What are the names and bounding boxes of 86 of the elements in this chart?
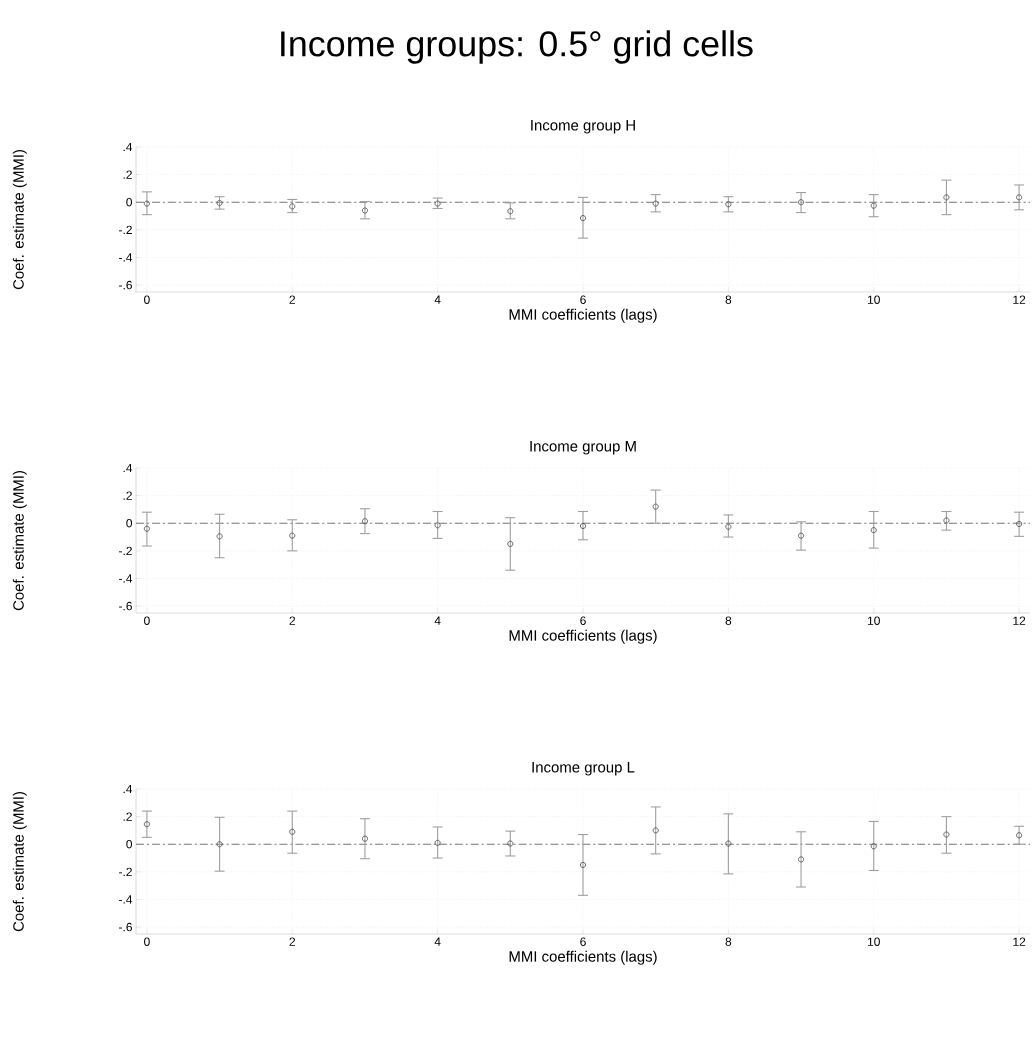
y-tick-label: -.6: [119, 601, 132, 611]
point: [579, 861, 587, 868]
point: [870, 527, 877, 534]
y-tick-label: -.2: [119, 225, 132, 235]
point: [143, 821, 150, 828]
chart-subtitle: Income group M: [530, 441, 636, 455]
x-tick-label: 10: [867, 937, 880, 946]
point: [652, 503, 659, 510]
y-tick-label: .2: [123, 170, 132, 179]
y-tick-label: 0: [126, 519, 133, 528]
point: [507, 540, 514, 547]
point: [361, 207, 368, 214]
point: [943, 194, 950, 201]
point: [652, 200, 659, 207]
point: [579, 215, 587, 222]
point: [289, 828, 296, 835]
y-tick-label: -.6: [119, 280, 132, 290]
point: [216, 841, 223, 848]
x-tick-label: 4: [434, 616, 441, 625]
y-tick-label: .4: [123, 784, 133, 794]
x-axis-title: MMI coefficients (lags): [509, 950, 657, 965]
x-tick-label: 2: [289, 295, 295, 304]
point: [216, 533, 223, 540]
x-tick-label: 0: [144, 937, 150, 946]
x-tick-label: 8: [725, 937, 732, 946]
y-axis-title: Coef. estimate (MMI): [12, 470, 27, 611]
point: [143, 200, 150, 207]
point: [361, 518, 368, 525]
y-tick-label: -.2: [119, 546, 132, 556]
x-tick-label: 4: [434, 937, 441, 946]
y-tick-label: .2: [123, 491, 132, 500]
point: [943, 517, 950, 524]
x-tick-label: 0: [144, 616, 150, 625]
point: [289, 203, 296, 210]
chart-title: Income groups: 0.5° grid cells: [281, 30, 753, 64]
point: [143, 525, 150, 532]
y-tick-label: .4: [123, 142, 133, 152]
x-tick-label: 12: [1013, 937, 1026, 946]
chart-subtitle: Income group L: [532, 762, 635, 776]
x-tick-label: 12: [1013, 295, 1026, 304]
point: [870, 202, 877, 209]
x-tick-label: 10: [867, 616, 880, 625]
point: [579, 522, 587, 530]
x-tick-label: 8: [725, 616, 732, 625]
point: [798, 856, 805, 863]
x-tick-label: 4: [434, 295, 441, 304]
x-tick-label: 6: [580, 616, 586, 625]
point: [1016, 520, 1023, 527]
x-tick-label: 12: [1013, 616, 1026, 625]
y-tick-label: -.2: [119, 867, 132, 877]
x-tick-label: 8: [725, 295, 732, 304]
point: [652, 827, 659, 834]
point: [1016, 194, 1023, 201]
x-axis-title: MMI coefficients (lags): [509, 629, 657, 644]
x-tick-label: 6: [580, 295, 586, 304]
y-tick-label: 0: [126, 840, 133, 849]
y-tick-label: -.4: [119, 574, 133, 583]
point: [725, 840, 732, 847]
point: [507, 208, 514, 215]
chart-subtitle: Income group H: [531, 120, 635, 134]
y-tick-label: -.6: [119, 922, 132, 932]
point: [798, 532, 805, 539]
y-tick-label: .4: [123, 463, 133, 473]
point: [870, 843, 877, 850]
point: [507, 840, 514, 847]
y-tick-label: .2: [123, 812, 132, 821]
point: [1016, 832, 1023, 839]
point: [434, 522, 441, 529]
x-tick-label: 0: [144, 295, 150, 304]
point: [434, 839, 441, 846]
x-tick-label: 2: [289, 616, 295, 625]
x-tick-label: 10: [867, 295, 880, 304]
point: [289, 532, 296, 539]
x-tick-label: 2: [289, 937, 295, 946]
x-tick-label: 6: [580, 937, 586, 946]
point: [725, 201, 732, 208]
point: [798, 199, 805, 206]
point: [725, 523, 732, 530]
y-tick-label: -.4: [119, 895, 133, 904]
point: [361, 835, 368, 842]
y-tick-label: -.4: [119, 253, 133, 262]
y-axis-title: Coef. estimate (MMI): [12, 791, 27, 932]
y-tick-label: 0: [126, 198, 133, 207]
point: [943, 831, 950, 838]
x-axis-title: MMI coefficients (lags): [509, 308, 657, 323]
y-axis-title: Coef. estimate (MMI): [12, 149, 27, 290]
